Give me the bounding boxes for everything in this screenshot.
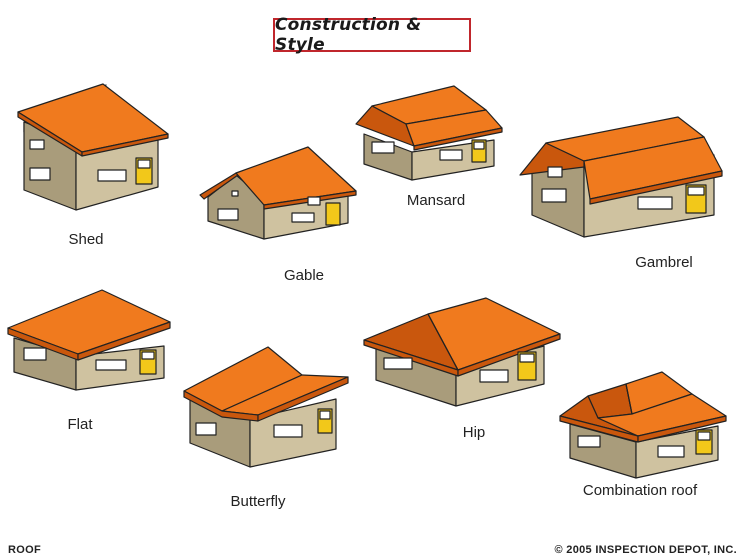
- flat-roof-illustration: [7, 289, 171, 391]
- butterfly-label: Butterfly: [230, 493, 286, 510]
- gable-roof-illustration: [199, 146, 357, 240]
- hip-label: Hip: [462, 424, 486, 441]
- footer-left: ROOF: [8, 544, 41, 556]
- flat-label: Flat: [67, 416, 93, 433]
- gable-label: Gable: [283, 267, 325, 284]
- shed-label: Shed: [68, 231, 104, 248]
- gambrel-roof-illustration: [519, 116, 723, 238]
- butterfly-roof-illustration: [183, 346, 349, 468]
- gambrel-label: Gambrel: [635, 254, 693, 271]
- footer-copyright: © 2005 INSPECTION DEPOT, INC.: [554, 544, 737, 556]
- mansard-roof-illustration: [355, 85, 503, 181]
- page-title: Construction & Style: [275, 15, 422, 55]
- title-box: Construction & Style: [273, 15, 471, 55]
- combination-roof-illustration: [559, 371, 727, 479]
- mansard-label: Mansard: [406, 192, 466, 209]
- hip-roof-illustration: [363, 297, 561, 407]
- shed-roof-illustration: [17, 83, 169, 211]
- combination-roof-label: Combination roof: [582, 482, 698, 499]
